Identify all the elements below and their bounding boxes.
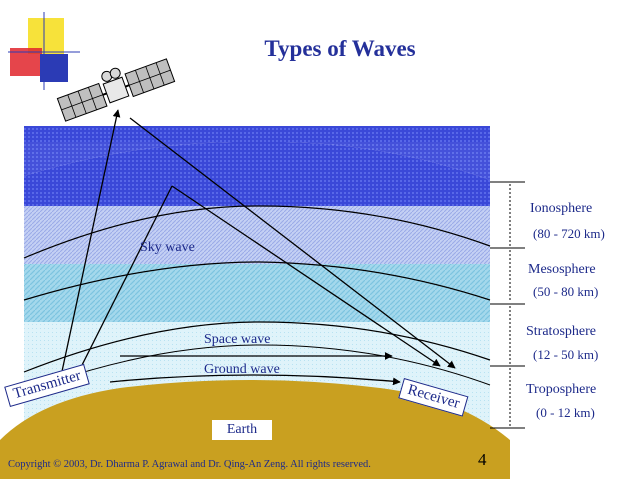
- troposphere-label: Troposphere: [526, 382, 597, 397]
- troposphere-range: (0 - 12 km): [536, 405, 595, 420]
- satellite-icon: [56, 58, 176, 122]
- ionosphere-layer: [24, 141, 490, 206]
- stratosphere-label: Stratosphere: [526, 324, 596, 339]
- sky-wave-label: Sky wave: [140, 240, 195, 255]
- sky-wave-down: [171, 185, 441, 367]
- ground-wave: [109, 374, 401, 386]
- ionosphere-range: (80 - 720 km): [533, 226, 605, 241]
- mesosphere-range: (50 - 80 km): [533, 284, 599, 299]
- mesosphere-layer: [24, 206, 490, 264]
- page-title: Types of Waves: [264, 36, 416, 61]
- corner-logo-icon: [8, 12, 80, 90]
- sky-wave-up: [71, 185, 173, 386]
- altitude-scale: [490, 181, 525, 429]
- ground-wave-label: Ground wave: [204, 362, 280, 377]
- stratosphere-range: (12 - 50 km): [533, 347, 599, 362]
- copyright-footer: Copyright © 2003, Dr. Dharma P. Agrawal …: [8, 459, 371, 470]
- ionosphere-label: Ionosphere: [530, 201, 593, 216]
- page-number: 4: [478, 450, 487, 469]
- space-wave-label: Space wave: [204, 332, 271, 347]
- earth-label: Earth: [212, 420, 272, 440]
- stratosphere-layer: [24, 264, 490, 322]
- wave-paths: [57, 109, 456, 391]
- satellite-downlink: [129, 117, 456, 369]
- satellite-uplink: [57, 109, 121, 391]
- mesosphere-label: Mesosphere: [528, 262, 596, 277]
